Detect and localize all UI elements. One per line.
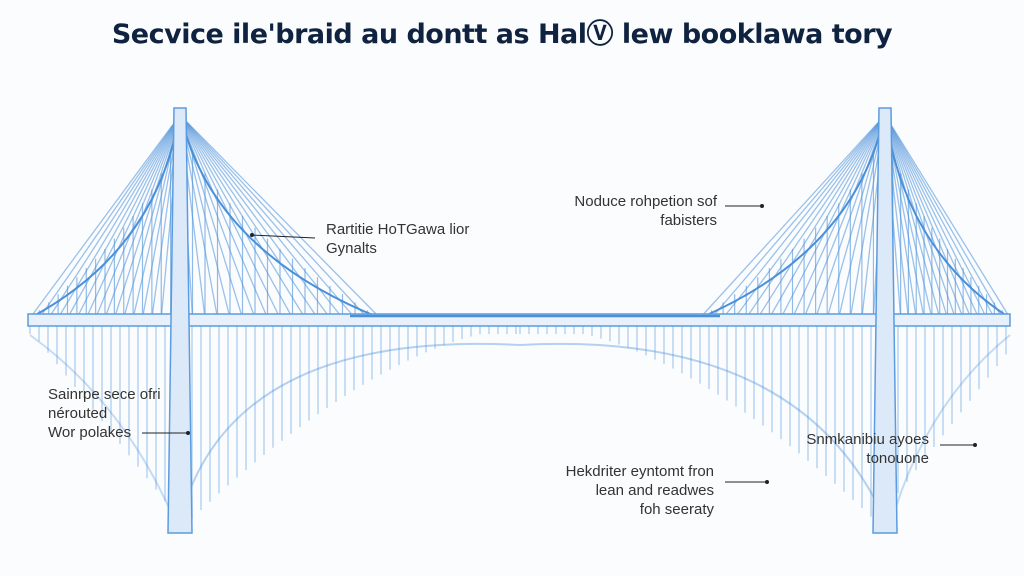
stay-cable bbox=[884, 114, 995, 319]
label-line: Noduce rohpetion sof bbox=[574, 193, 717, 210]
stay-cable bbox=[884, 114, 972, 319]
stay-cable bbox=[722, 114, 886, 319]
stay-cable bbox=[884, 114, 1011, 319]
label-line: lean and readwes bbox=[595, 482, 714, 499]
stay-cable bbox=[179, 114, 269, 319]
stay-cable bbox=[884, 114, 964, 319]
label-right-support: Snmkanibiu ayoes tonouone bbox=[806, 430, 929, 468]
stay-cable bbox=[745, 114, 886, 319]
pointer-left-support-dot bbox=[186, 431, 190, 435]
stay-cable bbox=[711, 114, 886, 319]
label-line: tonouone bbox=[866, 450, 929, 467]
stay-cable bbox=[179, 114, 344, 319]
label-line: Wor polakes bbox=[48, 424, 132, 441]
label-cable-production: Noduce rohpetion sof fabisters bbox=[574, 192, 717, 230]
pointer-cable-production-dot bbox=[760, 204, 764, 208]
stay-cable bbox=[757, 114, 886, 319]
bridge-deck bbox=[27, 313, 1011, 327]
label-line: foh seeraty bbox=[639, 501, 714, 518]
stay-cable bbox=[179, 114, 294, 319]
stay-cable bbox=[884, 114, 941, 319]
stay-cable bbox=[57, 114, 181, 319]
label-line: fabisters bbox=[660, 212, 717, 229]
stay-cable bbox=[780, 114, 886, 319]
stay-cable bbox=[179, 114, 356, 319]
main-cable bbox=[179, 111, 381, 319]
stay-cable bbox=[734, 114, 886, 319]
pointer-right-support-dot bbox=[973, 443, 977, 447]
stay-cable bbox=[699, 114, 886, 319]
main-cable bbox=[699, 111, 886, 319]
stay-cable bbox=[179, 114, 319, 319]
stay-cable bbox=[838, 114, 886, 319]
label-line: nérouted bbox=[48, 405, 108, 422]
label-deck-load: Hekdriter eyntomt fron lean and readwes … bbox=[566, 462, 714, 519]
label-line: Snmkanibiu ayoes bbox=[806, 431, 929, 448]
stay-cable bbox=[76, 114, 181, 319]
stay-cable bbox=[123, 114, 181, 319]
stay-cable bbox=[179, 114, 256, 319]
stay-cable bbox=[884, 114, 988, 319]
left-anchor-curve bbox=[29, 334, 171, 511]
pointer-cable-anchor-dot bbox=[250, 233, 254, 237]
stay-cable bbox=[884, 114, 980, 319]
stay-cable bbox=[179, 114, 331, 319]
stay-cable bbox=[66, 114, 181, 319]
diagram-title: Secvice ile'braid au dontt as HalⓋ lew b… bbox=[111, 19, 893, 50]
stay-cable bbox=[179, 114, 368, 319]
right-tower bbox=[872, 107, 898, 534]
stay-cable bbox=[768, 114, 886, 319]
stay-cable bbox=[884, 114, 956, 319]
pointer-deck-load-dot bbox=[765, 480, 769, 484]
stay-cable bbox=[179, 114, 381, 319]
stay-cable bbox=[113, 114, 181, 319]
right-anchor-curve bbox=[894, 334, 1011, 511]
stay-cable bbox=[85, 114, 181, 319]
label-line: Rartitie HoTGawa lior bbox=[326, 221, 470, 238]
stay-cable bbox=[29, 114, 181, 319]
label-line: Sainrpe sece ofri bbox=[48, 386, 161, 403]
main-cable bbox=[29, 111, 181, 319]
stay-cable bbox=[803, 114, 886, 319]
label-left-support: Sainrpe sece ofri nérouted Wor polakes bbox=[48, 385, 161, 442]
stay-cable bbox=[48, 114, 181, 319]
left-tower bbox=[167, 107, 193, 534]
label-line: Gynalts bbox=[326, 240, 377, 257]
pointer-cable-anchor bbox=[251, 234, 316, 239]
stay-cable bbox=[884, 114, 1003, 319]
stay-cable bbox=[38, 114, 181, 319]
label-cable-anchor: Rartitie HoTGawa lior Gynalts bbox=[326, 220, 469, 258]
label-line: Hekdriter eyntomt fron bbox=[565, 463, 714, 480]
stay-cable bbox=[95, 114, 181, 319]
deck-arch bbox=[179, 342, 886, 521]
stay-cable bbox=[179, 114, 306, 319]
stay-cable bbox=[815, 114, 886, 319]
stay-cable bbox=[179, 114, 231, 319]
